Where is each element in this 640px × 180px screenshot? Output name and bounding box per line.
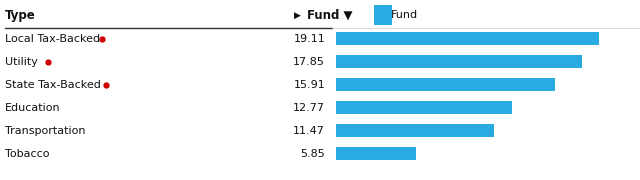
Text: ▶: ▶ — [294, 11, 301, 20]
Text: Tobacco: Tobacco — [5, 149, 50, 159]
Text: 11.47: 11.47 — [293, 126, 325, 136]
Bar — [336, 124, 494, 137]
Text: 12.77: 12.77 — [293, 103, 325, 113]
Text: State Tax-Backed: State Tax-Backed — [5, 80, 101, 90]
Bar — [374, 5, 392, 25]
Bar — [336, 55, 582, 68]
Text: Education: Education — [5, 103, 61, 113]
Bar — [336, 147, 417, 160]
Text: Utility: Utility — [5, 57, 38, 67]
Text: Type: Type — [5, 9, 36, 22]
Text: Local Tax-Backed: Local Tax-Backed — [5, 34, 100, 44]
Text: Fund: Fund — [390, 10, 417, 20]
Text: Fund ▼: Fund ▼ — [307, 9, 353, 22]
Text: 15.91: 15.91 — [293, 80, 325, 90]
Bar — [336, 32, 599, 45]
Bar — [336, 101, 512, 114]
Text: Transportation: Transportation — [5, 126, 86, 136]
Bar — [336, 78, 555, 91]
Text: 17.85: 17.85 — [293, 57, 325, 67]
Text: 5.85: 5.85 — [300, 149, 325, 159]
Text: 19.11: 19.11 — [293, 34, 325, 44]
